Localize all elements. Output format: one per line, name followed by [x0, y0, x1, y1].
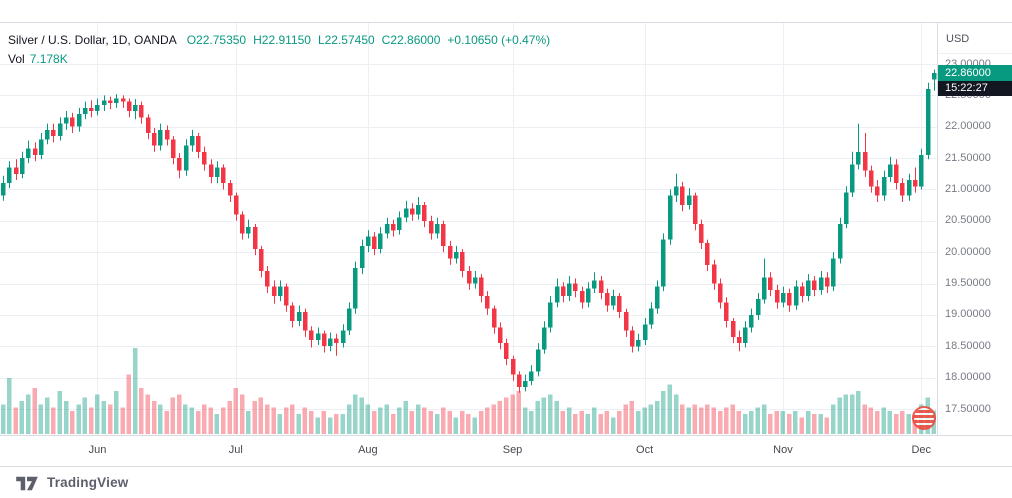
- price-tick-label: 20.50000: [945, 214, 991, 227]
- time-axis-label-nov: Nov: [773, 444, 793, 456]
- exchange-logo-icon: [912, 406, 936, 430]
- time-axis-label-aug: Aug: [358, 444, 378, 456]
- ohlc-low: L22.57450: [317, 33, 375, 47]
- price-tick-label: 22.00000: [945, 120, 991, 133]
- time-axis-label-sep: Sep: [502, 444, 523, 456]
- price-axis[interactable]: USD 23.0000022.5000022.0000021.5000021.0…: [937, 22, 1012, 436]
- tradingview-logo-icon[interactable]: [14, 474, 40, 492]
- price-tick-label: 20.00000: [945, 245, 991, 258]
- time-axis-label-oct: Oct: [636, 444, 654, 456]
- ohlc-close: C22.86000: [381, 33, 441, 47]
- currency-label: USD: [946, 33, 970, 45]
- legend-row-symbol: Silver / U.S. Dollar, 1D, OANDA O22.75350…: [8, 31, 557, 50]
- ohlc-open: O22.75350: [186, 33, 247, 47]
- price-tick-label: 21.00000: [945, 182, 991, 195]
- brand-name[interactable]: TradingView: [47, 475, 129, 490]
- change-value: +0.10650 (+0.47%): [447, 33, 551, 47]
- time-axis-label-jul: Jul: [228, 444, 243, 456]
- legend: Silver / U.S. Dollar, 1D, OANDA O22.75350…: [8, 31, 557, 69]
- time-axis[interactable]: Jun Jul Aug Sep Oct Nov Dec: [0, 435, 1012, 467]
- chart-pane[interactable]: Silver / U.S. Dollar, 1D, OANDA O22.75350…: [0, 22, 937, 436]
- volume-value: 7.178K: [29, 52, 68, 66]
- candlestick-chart[interactable]: [0, 23, 937, 436]
- price-tick-label: 18.00000: [945, 371, 991, 384]
- price-tick-label: 18.50000: [945, 339, 991, 352]
- price-tick-label: 19.00000: [945, 308, 991, 321]
- price-tick-label: 21.50000: [945, 151, 991, 164]
- legend-row-volume: Vol 7.178K: [8, 50, 557, 69]
- price-tick-label: 19.50000: [945, 277, 991, 290]
- time-axis-label-jun: Jun: [88, 444, 107, 456]
- symbol-title[interactable]: Silver / U.S. Dollar, 1D, OANDA: [8, 33, 177, 47]
- ohlc-high: H22.91150: [253, 33, 311, 47]
- footer-bar: TradingView: [0, 466, 1012, 498]
- axis-hairline: [938, 53, 1012, 54]
- volume-label[interactable]: Vol: [8, 52, 25, 66]
- price-tick-label: 17.50000: [945, 402, 991, 415]
- last-price-badge: 22.86000: [938, 64, 1012, 81]
- bar-countdown: 15:22:27: [938, 80, 1012, 96]
- time-axis-label-dec: Dec: [911, 444, 932, 456]
